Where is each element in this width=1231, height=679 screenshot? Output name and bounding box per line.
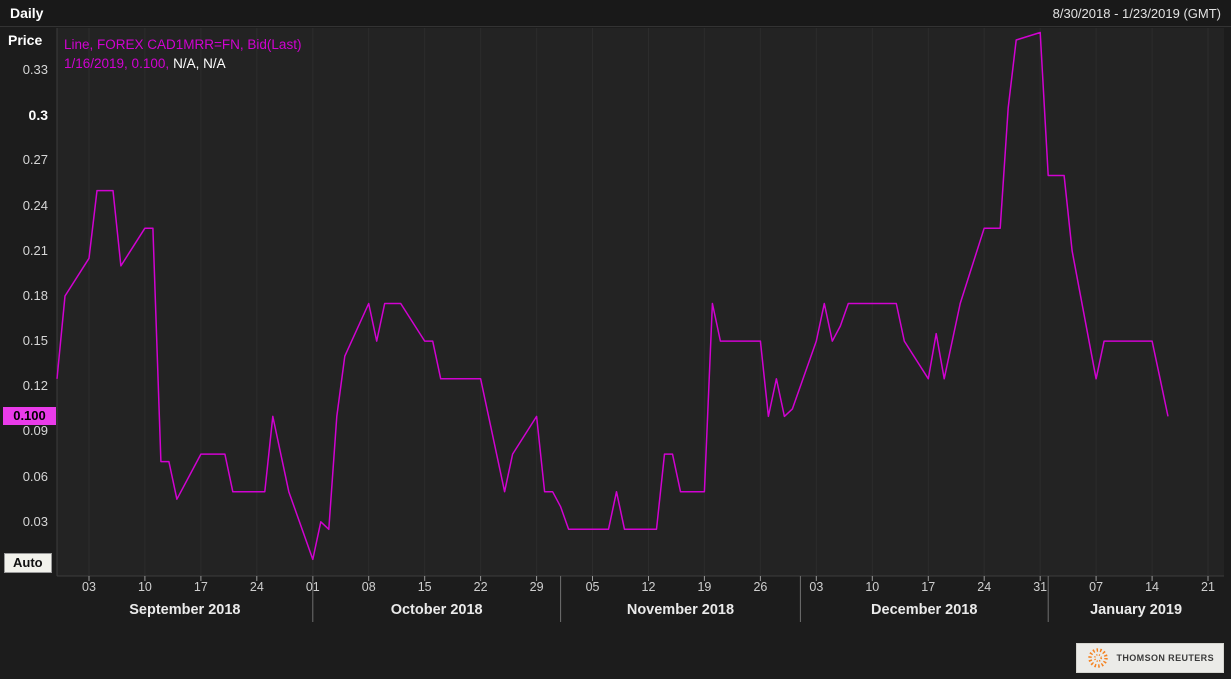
y-tick-label: 0.24: [22, 197, 48, 213]
x-tick-label: 22: [473, 580, 488, 594]
x-tick-label: 07: [1089, 580, 1104, 594]
price-series-line: [56, 31, 1169, 561]
month-label: November 2018: [626, 602, 735, 618]
x-tick-label: 17: [193, 580, 208, 594]
x-tick-label: 10: [865, 580, 880, 594]
x-tick-label: 24: [977, 580, 992, 594]
plot-area[interactable]: [57, 28, 1224, 576]
axis-title: Price: [8, 32, 43, 48]
y-tick-label: 0.12: [22, 378, 48, 394]
chart-topbar: Daily 8/30/2018 - 1/23/2019 (GMT): [0, 0, 1231, 27]
x-tick-label: 01: [305, 580, 320, 594]
chart-legend: Line, FOREX CAD1MRR=FN, Bid(Last) 1/16/2…: [64, 35, 301, 73]
legend-na-values: N/A, N/A: [173, 56, 226, 71]
y-tick-label: 0.3: [28, 107, 48, 124]
month-label: October 2018: [390, 602, 483, 618]
x-tick-label: 08: [361, 580, 376, 594]
auto-scale-button[interactable]: Auto: [4, 553, 52, 573]
month-label: September 2018: [129, 602, 241, 618]
x-tick-label: 26: [753, 580, 768, 594]
y-tick-label: 0.33: [22, 62, 48, 78]
legend-date-value: 1/16/2019, 0.100,: [64, 56, 170, 71]
y-tick-label: 0.09: [22, 423, 48, 439]
x-tick-label: 03: [809, 580, 824, 594]
x-tick-label: 05: [585, 580, 600, 594]
last-price-badge: 0.100: [3, 407, 56, 426]
x-tick-label: 31: [1033, 580, 1048, 594]
y-tick-label: 0.18: [22, 287, 48, 303]
x-tick-label: 19: [697, 580, 712, 594]
y-tick-label: 0.21: [22, 242, 48, 258]
y-tick-label: 0.15: [22, 333, 48, 349]
x-tick-label: 24: [249, 580, 264, 594]
month-label: January 2019: [1090, 602, 1183, 618]
x-tick-label: 15: [417, 580, 432, 594]
legend-values: 1/16/2019, 0.100, N/A, N/A: [64, 54, 301, 73]
legend-series-label: Line, FOREX CAD1MRR=FN, Bid(Last): [64, 37, 302, 52]
y-tick-label: 0.03: [22, 513, 48, 529]
x-tick-label: 17: [921, 580, 936, 594]
thomson-reuters-wordmark: THOMSON REUTERS: [1116, 653, 1214, 663]
x-tick-label: 12: [641, 580, 656, 594]
x-tick-label: 10: [137, 580, 152, 594]
interval-selector[interactable]: Daily: [10, 5, 44, 21]
date-range-label: 8/30/2018 - 1/23/2019 (GMT): [1052, 5, 1221, 21]
thomson-reuters-logo: THOMSON REUTERS: [1076, 643, 1224, 673]
x-tick-label: 29: [529, 580, 544, 594]
x-tick-label: 14: [1145, 580, 1159, 594]
x-tick-label: 21: [1201, 580, 1215, 594]
x-tick-label: 03: [82, 580, 96, 594]
y-tick-label: 0.06: [22, 468, 48, 484]
month-label: December 2018: [871, 602, 978, 618]
y-tick-label: 0.27: [22, 152, 48, 168]
thomson-reuters-icon: [1088, 648, 1109, 668]
